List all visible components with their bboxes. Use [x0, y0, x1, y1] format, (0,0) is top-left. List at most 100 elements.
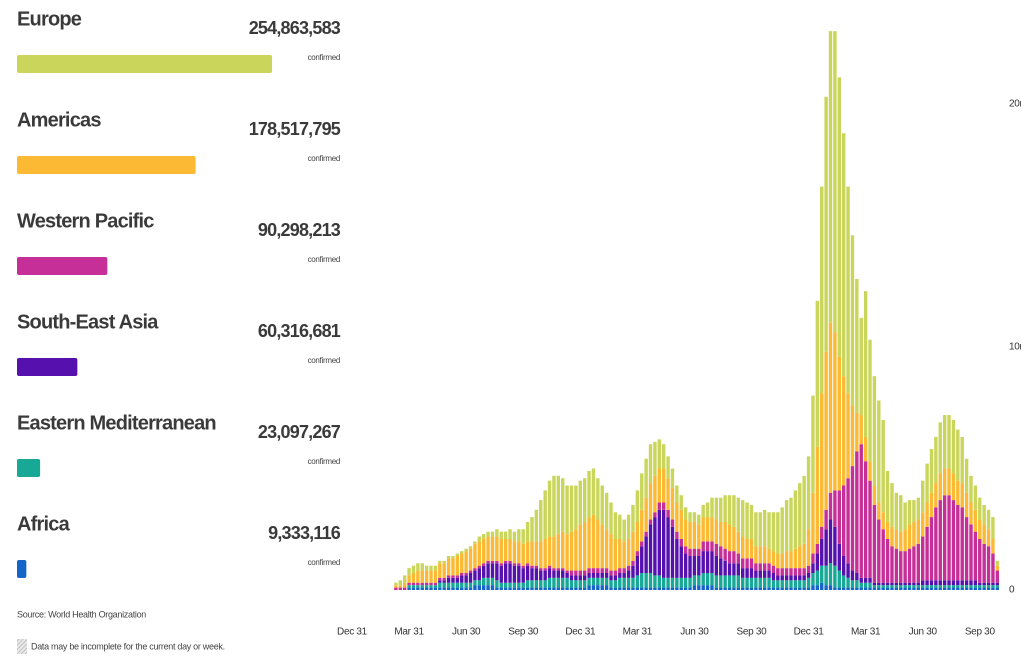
region-bar — [17, 560, 27, 578]
bar-segment — [569, 531, 574, 571]
bar-segment — [758, 570, 762, 578]
bar-segment — [912, 585, 916, 588]
bar-segment — [705, 517, 710, 542]
bar-segment — [596, 572, 600, 578]
bar-segment — [894, 529, 899, 549]
bar-segment — [877, 585, 881, 588]
bar-segment — [907, 587, 912, 590]
bar-segment — [486, 560, 490, 564]
bar-segment — [767, 577, 771, 588]
bar-segment — [613, 587, 618, 590]
bar-segment — [714, 519, 719, 544]
bar-segment — [890, 587, 894, 590]
bar-segment — [815, 553, 820, 571]
bar-segment — [482, 538, 486, 564]
bar-segment — [762, 570, 767, 578]
bar-segment — [692, 512, 697, 522]
bar-segment — [697, 555, 701, 576]
bar-segment — [648, 483, 653, 520]
bar-segment — [416, 587, 420, 590]
bar-segment — [460, 572, 464, 576]
bar-segment — [798, 568, 802, 576]
bar-segment — [508, 529, 512, 539]
bar-segment — [986, 546, 991, 583]
bar-segment — [679, 546, 683, 578]
bar-segment — [758, 546, 762, 564]
bar-segment — [942, 415, 947, 469]
bar-segment — [754, 546, 758, 564]
bar-segment — [683, 507, 688, 520]
bar-segment — [640, 546, 644, 573]
bar-segment — [661, 444, 666, 469]
bar-segment — [710, 541, 714, 552]
bar-segment — [692, 548, 697, 556]
bar-segment — [916, 519, 921, 544]
x-tick-label: Dec 31 — [337, 627, 368, 638]
bar-segment — [907, 582, 912, 586]
bar-segment — [705, 572, 710, 586]
bar-segment — [732, 587, 736, 590]
bar-segment — [539, 568, 543, 571]
bar-segment — [701, 551, 705, 573]
bar-segment — [490, 563, 495, 578]
bar-segment — [521, 587, 525, 590]
bar-segment — [863, 582, 868, 588]
bar-segment — [512, 582, 517, 588]
bar-segment — [828, 519, 833, 564]
bar-segment — [877, 400, 881, 503]
bar-segment — [477, 585, 482, 590]
bar-segment — [833, 31, 837, 333]
bar-segment — [881, 587, 885, 590]
bar-segment — [727, 524, 732, 552]
bar-segment — [841, 575, 846, 588]
bar-segment — [806, 456, 811, 530]
bar-segment — [495, 560, 499, 564]
bar-segment — [530, 568, 534, 581]
bar-segment — [820, 526, 824, 539]
bar-segment — [986, 582, 991, 586]
bar-segment — [863, 577, 868, 583]
bar-segment — [903, 529, 907, 552]
bar-segment — [736, 497, 741, 532]
bar-segment — [850, 466, 855, 571]
bar-segment — [679, 538, 683, 547]
bar-segment — [398, 580, 402, 586]
bar-segment — [789, 551, 793, 569]
bar-segment — [499, 538, 503, 564]
bar-segment — [859, 587, 863, 590]
bar-segment — [732, 526, 736, 552]
bar-segment — [622, 587, 626, 590]
bar-segment — [934, 585, 938, 588]
bar-segment — [828, 563, 833, 586]
bar-segment — [499, 563, 503, 566]
bar-segment — [916, 543, 921, 583]
bar-segment — [420, 585, 424, 588]
bar-segment — [960, 507, 964, 581]
bar-segment — [486, 563, 490, 578]
bar-segment — [723, 575, 727, 588]
bar-segment — [692, 575, 697, 586]
bar-segment — [802, 575, 806, 581]
bar-segment — [503, 560, 508, 564]
bar-segment — [841, 485, 846, 556]
bar-segment — [881, 529, 885, 583]
bar-segment — [604, 585, 609, 590]
bar-segment — [745, 502, 749, 539]
bar-segment — [648, 519, 653, 525]
bar-segment — [982, 587, 986, 590]
bar-segment — [890, 546, 894, 583]
source: Source: World Health Organization — [17, 609, 146, 619]
bar-segment — [473, 543, 477, 569]
bar-segment — [956, 429, 960, 481]
bar-segment — [956, 480, 960, 505]
bar-segment — [771, 512, 776, 552]
region-name: Europe — [17, 8, 82, 30]
bar-segment — [486, 585, 490, 590]
bar-segment — [793, 580, 798, 588]
bar-segment — [811, 553, 815, 564]
bar-segment — [517, 541, 521, 564]
bar-segment — [798, 483, 802, 547]
bar-segment — [578, 580, 582, 588]
bar-segment — [705, 502, 710, 518]
bar-segment — [859, 317, 863, 416]
